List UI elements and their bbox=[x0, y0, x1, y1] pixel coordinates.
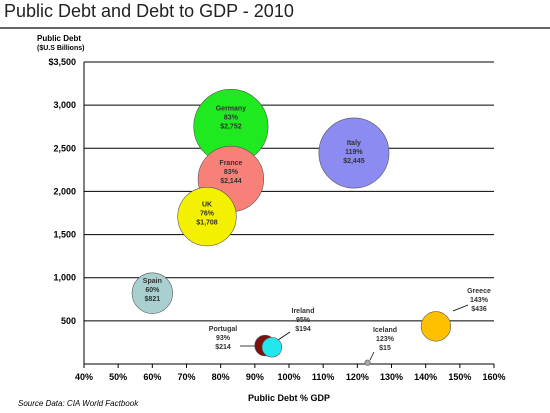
x-tick-label: 160% bbox=[482, 372, 505, 382]
debt-label-greece: $436 bbox=[471, 306, 487, 313]
country-label-portugal: Portugal bbox=[209, 326, 237, 333]
x-tick-label: 80% bbox=[212, 372, 230, 382]
pct-label-portugal: 93% bbox=[216, 335, 231, 342]
country-label-germany: Germany bbox=[216, 106, 246, 113]
pct-label-france: 83% bbox=[224, 169, 239, 176]
bubble-ireland bbox=[261, 337, 283, 358]
bubble-layer bbox=[131, 89, 452, 366]
y-axis-title-line: Public Debt bbox=[37, 34, 81, 43]
y-tick-label: 1,500 bbox=[53, 230, 76, 240]
pct-label-italy: 119% bbox=[345, 149, 363, 156]
bubble-greece bbox=[420, 311, 452, 342]
y-tick-label: 3,000 bbox=[53, 100, 76, 110]
title-divider bbox=[0, 27, 550, 29]
x-tick-label: 110% bbox=[312, 372, 335, 382]
pct-label-greece: 143% bbox=[470, 297, 489, 304]
x-tick-label: 150% bbox=[448, 372, 471, 382]
source-note: Source Data: CIA World Factbook bbox=[18, 399, 139, 408]
x-tick-label: 100% bbox=[277, 372, 300, 382]
leader-line-iceland bbox=[369, 351, 375, 361]
country-label-uk: UK bbox=[202, 202, 212, 209]
country-label-ireland: Ireland bbox=[292, 308, 315, 315]
x-tick-label: 130% bbox=[380, 372, 403, 382]
x-tick-label: 90% bbox=[246, 372, 264, 382]
country-label-france: France bbox=[219, 160, 242, 167]
debt-label-iceland: $15 bbox=[379, 345, 391, 352]
y-tick-label: $3,500 bbox=[48, 57, 76, 67]
pct-label-germany: 83% bbox=[224, 115, 239, 122]
pct-label-ireland: 95% bbox=[296, 317, 311, 324]
x-tick-label: 70% bbox=[177, 372, 195, 382]
country-label-spain: Spain bbox=[143, 278, 162, 285]
y-tick-label: 500 bbox=[61, 316, 76, 326]
debt-label-italy: $2,445 bbox=[343, 158, 365, 165]
debt-label-uk: $1,708 bbox=[196, 220, 218, 227]
bubble-spain bbox=[131, 272, 173, 314]
x-tick-label: 140% bbox=[414, 372, 437, 382]
y-tick-label: 1,000 bbox=[53, 273, 76, 283]
x-tick-label: 50% bbox=[109, 372, 127, 382]
country-label-italy: Italy bbox=[347, 140, 361, 147]
page-title: Public Debt and Debt to GDP - 2010 bbox=[4, 1, 294, 21]
y-tick-label: 2,000 bbox=[53, 186, 76, 196]
x-tick-label: 120% bbox=[346, 372, 369, 382]
pct-label-uk: 76% bbox=[200, 211, 215, 218]
leader-line-greece bbox=[452, 304, 469, 312]
y-axis-title-line: ($U.S Billions) bbox=[37, 45, 84, 52]
debt-label-ireland: $194 bbox=[295, 326, 311, 333]
x-tick-label: 40% bbox=[75, 372, 93, 382]
axis-layer: 500 1,000 1,500 2,000 2,500 3,000 $3,500 40% 50%… bbox=[37, 34, 506, 403]
y-tick-label: 2,500 bbox=[53, 143, 76, 153]
debt-label-portugal: $214 bbox=[215, 344, 231, 351]
bubble-italy bbox=[318, 117, 390, 189]
pct-label-spain: 60% bbox=[145, 287, 160, 294]
debt-label-spain: $821 bbox=[145, 296, 161, 303]
x-tick-label: 60% bbox=[143, 372, 161, 382]
label-layer: Germany 83% $2,752 Italy 119% $2,445 France 83%… bbox=[143, 106, 491, 352]
leader-line-ireland bbox=[277, 331, 291, 341]
debt-label-france: $2,144 bbox=[220, 178, 242, 185]
bubble-iceland bbox=[364, 359, 371, 366]
country-label-greece: Greece bbox=[467, 288, 491, 295]
x-axis-title: Public Debt % GDP bbox=[248, 393, 330, 403]
bubble-uk bbox=[177, 187, 237, 247]
debt-label-germany: $2,752 bbox=[220, 124, 242, 131]
y-axis-title: Public Debt ($U.S Billions) bbox=[37, 34, 84, 52]
country-label-iceland: Iceland bbox=[373, 327, 397, 334]
pct-label-iceland: 123% bbox=[376, 336, 395, 343]
